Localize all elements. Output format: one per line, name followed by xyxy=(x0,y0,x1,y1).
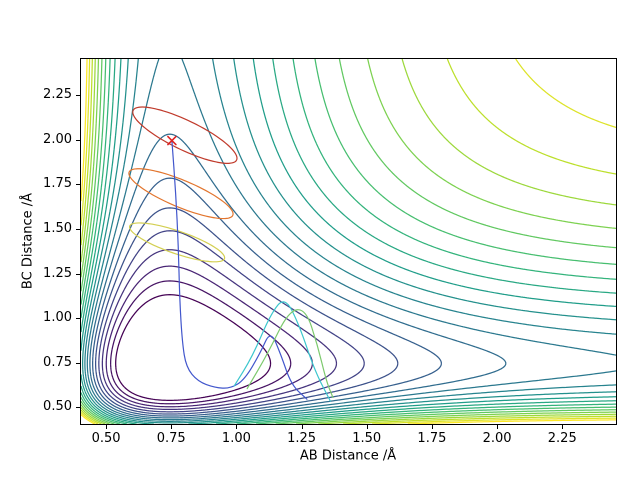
x-tick-label: 1.00 xyxy=(221,431,251,446)
x-axis-label: AB Distance /Å xyxy=(299,448,397,464)
x-tick-mark xyxy=(366,425,368,429)
y-tick-mark xyxy=(76,407,80,409)
y-tick-mark xyxy=(76,95,80,97)
y-tick-label: 0.50 xyxy=(43,399,72,415)
y-tick-mark xyxy=(76,318,80,320)
x-tick-label: 2.00 xyxy=(482,431,512,446)
y-tick-mark xyxy=(76,229,80,231)
x-tick-mark xyxy=(497,425,499,429)
x-tick-mark xyxy=(301,425,303,429)
x-tick-label: 0.50 xyxy=(91,431,121,446)
x-tick-mark xyxy=(562,425,564,429)
x-tick-label: 2.25 xyxy=(547,431,577,446)
x-tick-mark xyxy=(431,425,433,429)
contour-plot-canvas xyxy=(81,59,616,424)
y-tick-label: 2.00 xyxy=(43,131,72,147)
x-tick-mark xyxy=(171,425,173,429)
y-tick-label: 1.75 xyxy=(43,176,72,192)
y-tick-mark xyxy=(76,273,80,275)
plot-area xyxy=(80,58,617,425)
y-tick-mark xyxy=(76,139,80,141)
y-tick-label: 1.50 xyxy=(43,221,72,237)
x-tick-mark xyxy=(236,425,238,429)
y-tick-label: 1.00 xyxy=(43,310,72,326)
y-tick-label: 1.25 xyxy=(43,265,72,281)
y-tick-label: 2.25 xyxy=(43,87,72,103)
x-tick-label: 1.75 xyxy=(417,431,447,446)
y-tick-mark xyxy=(76,184,80,186)
x-tick-mark xyxy=(106,425,108,429)
y-tick-label: 0.75 xyxy=(43,354,72,370)
y-axis-label: BC Distance /Å xyxy=(20,192,36,290)
x-tick-label: 1.25 xyxy=(287,431,317,446)
x-tick-label: 0.75 xyxy=(156,431,186,446)
x-tick-label: 1.50 xyxy=(352,431,382,446)
y-tick-mark xyxy=(76,362,80,364)
